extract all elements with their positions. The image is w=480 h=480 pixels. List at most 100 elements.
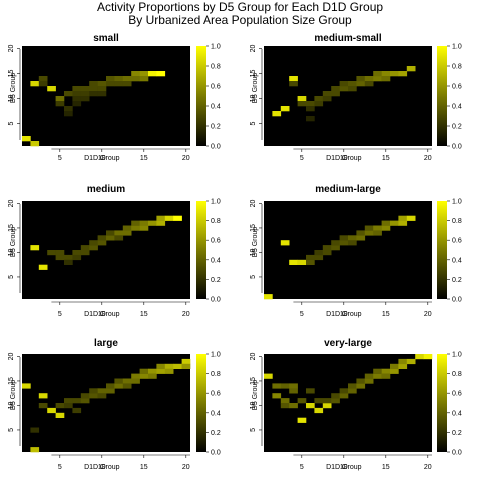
heatmap-cell: [131, 373, 140, 379]
colorbar-tick-label: 0.4: [211, 257, 221, 264]
colorbar-tick-label: 1.0: [452, 352, 462, 359]
y-tick-label: 5: [250, 428, 257, 432]
colorbar-tick-label: 0.0: [211, 450, 221, 457]
heatmap-cell: [47, 86, 56, 92]
heatmap-cell: [306, 106, 315, 112]
heatmap-cell: [356, 230, 366, 236]
heatmap-cell: [55, 250, 65, 256]
heatmap-cell: [306, 101, 315, 107]
heatmap-cell: [114, 81, 124, 87]
y-tick-label: 15: [250, 224, 257, 232]
y-tick-label: 10: [250, 95, 257, 103]
heatmap-cell: [322, 398, 332, 404]
heatmap-cell: [114, 378, 124, 384]
x-tick-label: 20: [182, 311, 190, 318]
heatmap-panel-medium-large: medium-large 5 10 15 20 D5 Group 5 10 15 20 D1D Gr…: [250, 184, 462, 318]
x-axis-label: D1D Group: [84, 155, 120, 162]
heatmap-cell: [89, 81, 98, 87]
heatmap-cell: [114, 235, 124, 241]
heatmap-cell: [30, 81, 40, 87]
heatmap-cell: [348, 81, 357, 87]
panel-title: small: [93, 33, 119, 44]
x-tick-label: 5: [300, 155, 304, 162]
heatmap-cell: [114, 383, 124, 389]
heatmap-cell: [423, 354, 433, 360]
heatmap-cell: [339, 393, 349, 399]
x-tick-label: 10: [340, 311, 348, 318]
heatmap-cell: [148, 220, 157, 226]
colorbar-tick-label: 0.0: [452, 297, 462, 304]
heatmap-cell: [131, 378, 140, 384]
heatmap-cell: [156, 220, 166, 226]
x-tick-label: 15: [140, 311, 148, 318]
heatmap-cell: [139, 368, 149, 374]
heatmap-cell: [97, 235, 107, 241]
heatmap-cell: [89, 86, 98, 92]
heatmap-cell: [373, 76, 382, 82]
heatmap-cell: [314, 398, 324, 404]
heatmap-cell: [30, 427, 40, 433]
heatmap-cell: [381, 368, 391, 374]
colorbar-tick-label: 0.8: [452, 371, 462, 378]
heatmap-cell: [64, 398, 73, 404]
colorbar: [196, 46, 206, 146]
heatmap-cell: [406, 66, 416, 72]
x-tick-label: 20: [424, 155, 432, 162]
y-tick-label: 10: [250, 401, 257, 409]
heatmap-cell: [297, 96, 307, 102]
colorbar-tick-label: 0.6: [452, 238, 462, 245]
heatmap-cell: [280, 383, 290, 389]
heatmap-cell: [106, 388, 115, 394]
heatmap-cell: [398, 363, 408, 369]
x-tick-label: 5: [58, 155, 62, 162]
heatmap-cell: [272, 111, 282, 117]
figure-title-line2: By Urbanized Area Population Size Group: [128, 13, 352, 27]
heatmap-cell: [390, 363, 399, 369]
heatmap-cell: [89, 240, 98, 246]
heatmap-cell: [139, 71, 149, 77]
heatmap-cell: [139, 225, 149, 231]
heatmap-cell: [139, 76, 149, 82]
heatmap-cell: [373, 71, 382, 77]
heatmap-cell: [80, 91, 90, 97]
y-tick-label: 10: [8, 248, 15, 256]
colorbar-tick-label: 0.4: [211, 104, 221, 111]
heatmap-cell: [331, 86, 340, 92]
y-tick-label: 5: [8, 121, 15, 125]
colorbar-tick-label: 0.4: [452, 257, 462, 264]
heatmap-cell: [55, 412, 65, 418]
colorbar-tick-label: 0.0: [211, 297, 221, 304]
heatmap-cell: [156, 71, 166, 77]
heatmap-cell: [322, 245, 332, 251]
x-tick-label: 10: [98, 155, 106, 162]
heatmap-cell: [272, 393, 282, 399]
heatmap-cell: [381, 71, 391, 77]
x-tick-label: 10: [98, 311, 106, 318]
heatmap-cell: [398, 71, 408, 77]
heatmap-cell: [64, 403, 73, 409]
heatmap-cell: [131, 76, 140, 82]
heatmap-cell: [122, 81, 132, 87]
x-tick-label: 5: [300, 311, 304, 318]
heatmap-cell: [122, 378, 132, 384]
x-axis-label: D1D Group: [326, 311, 362, 318]
heatmap-cell: [264, 373, 273, 379]
x-tick-label: 20: [182, 155, 190, 162]
colorbar-tick-label: 0.6: [211, 238, 221, 245]
heatmap-cell: [306, 388, 315, 394]
x-axis-label: D1D Group: [84, 464, 120, 471]
heatmap-cell: [381, 373, 391, 379]
x-axis-label: D1D Group: [326, 464, 362, 471]
y-tick-label: 20: [8, 45, 15, 53]
heatmap-cell: [22, 383, 31, 389]
y-axis-label: D5 Group: [10, 227, 17, 257]
heatmap-cell: [122, 225, 132, 231]
heatmap-cell: [373, 230, 382, 236]
y-tick-label: 15: [8, 377, 15, 385]
heatmap-cell: [80, 393, 90, 399]
heatmap-cell: [373, 373, 382, 379]
colorbar-tick-label: 1.0: [452, 199, 462, 206]
heatmap-panel-medium: medium 5 10 15 20 D5 Group 5 10 15 20 D1D Group 0.0…: [8, 184, 221, 318]
heatmap-cell: [64, 259, 73, 265]
